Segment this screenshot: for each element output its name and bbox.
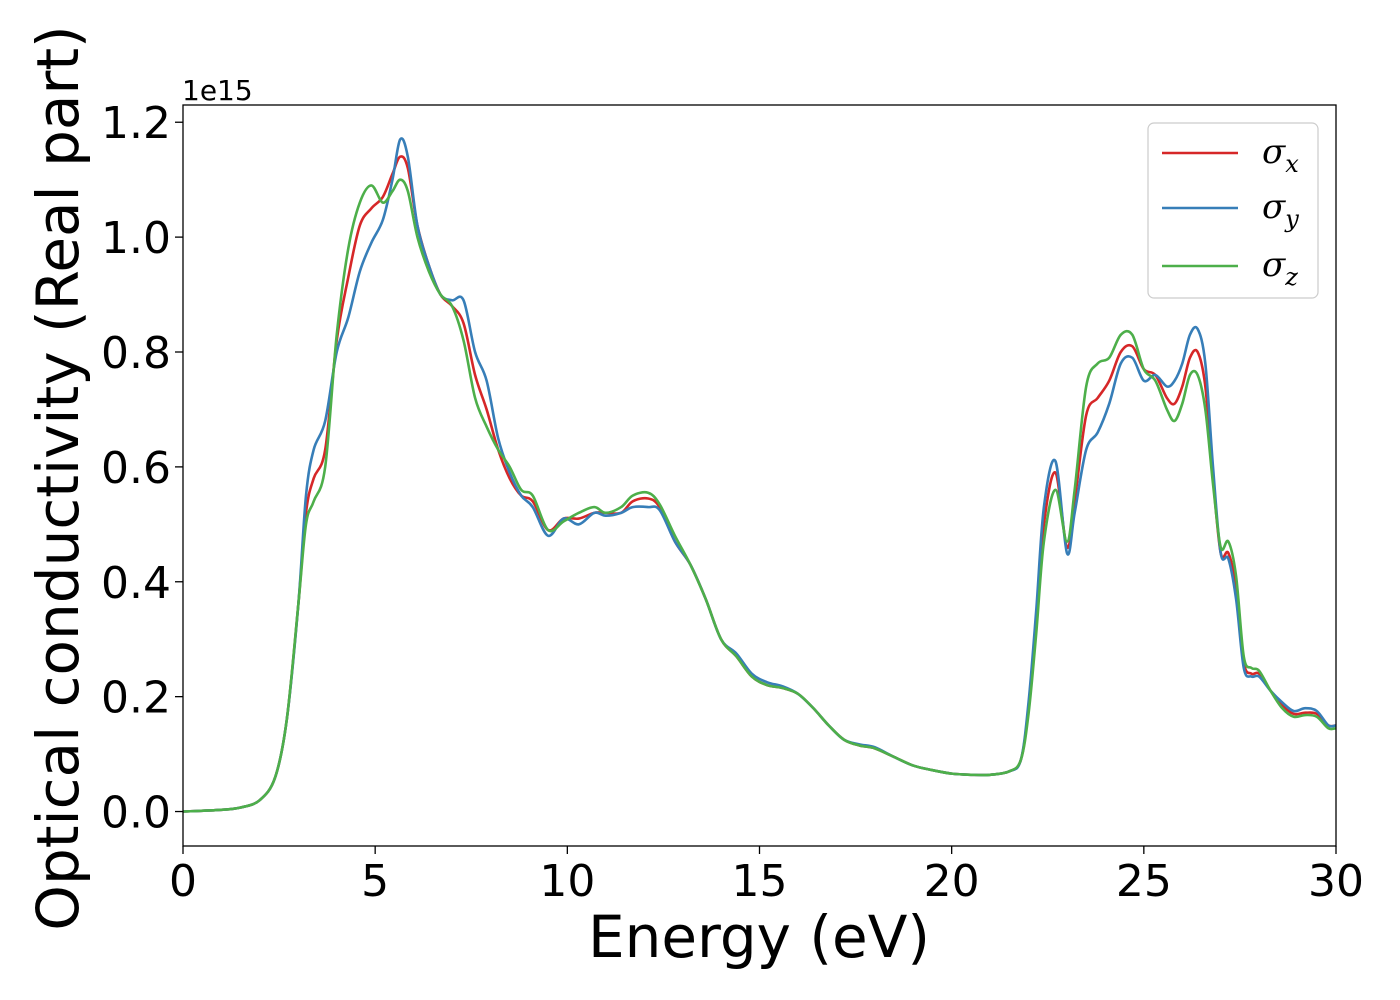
x-axis-ticks: 0 5 10 15 20 25 30 [169,846,1364,907]
y-offset-label: 1e15 [182,74,253,107]
y-tick-label: 0.8 [101,328,171,379]
legend-label: σy [1262,187,1299,233]
y-tick-label: 0.4 [101,558,171,609]
series-lines [183,137,1336,813]
plot-frame [182,104,1337,847]
x-tick-label: 10 [539,856,595,907]
x-tick-label: 25 [1116,856,1172,907]
legend-box [1147,122,1319,299]
y-tick-label: 0.0 [101,788,171,839]
series-line-sigma-z [183,178,1336,813]
legend-label: σx [1262,132,1299,178]
x-tick-label: 30 [1308,856,1364,907]
legend-label: σz [1262,245,1298,291]
y-tick-label: 1.0 [101,213,171,264]
x-tick-label: 5 [361,856,389,907]
x-tick-label: 20 [924,856,980,907]
x-tick-label: 15 [732,856,788,907]
x-tick-label: 0 [169,856,197,907]
legend: σx σy σz [1147,122,1319,299]
y-tick-label: 0.6 [101,443,171,494]
y-axis-ticks: 0.0 0.2 0.4 0.6 0.8 1.0 1.2 [101,98,183,839]
y-axis-title: Optical conductivity (Real part) [24,25,92,930]
x-axis-title: Energy (eV) [588,903,930,971]
y-tick-label: 0.2 [101,673,171,724]
y-tick-label: 1.2 [101,98,171,149]
